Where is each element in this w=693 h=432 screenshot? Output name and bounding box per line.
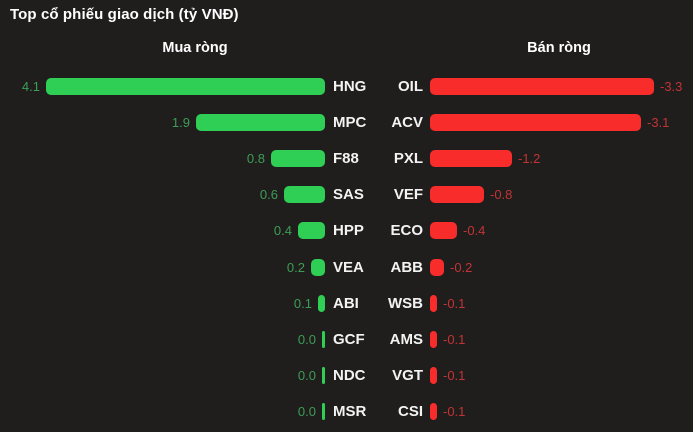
net-sell-value: -0.1 <box>443 331 466 347</box>
net-sell-value: -0.1 <box>443 404 466 420</box>
net-buy-value: 0.0 <box>297 404 316 420</box>
net-buy-cell: 0.1 <box>0 294 325 312</box>
net-sell-ticker: ABB <box>390 258 424 276</box>
net-sell-value: -3.1 <box>647 114 670 130</box>
net-buy-ticker: MSR <box>333 403 367 421</box>
net-buy-cell: 0.0 <box>0 330 325 348</box>
net-buy-cell: 0.8 <box>0 149 325 167</box>
net-sell-cell: -3.3 <box>423 77 693 95</box>
net-sell-cell: -0.2 <box>423 258 693 276</box>
net-sell-bar[interactable] <box>430 77 654 95</box>
net-sell-bar[interactable] <box>430 222 457 240</box>
net-buy-value: 0.8 <box>246 150 265 166</box>
net-buy-value: 0.0 <box>297 331 316 347</box>
net-buy-value: 0.2 <box>286 259 305 275</box>
net-buy-cell: 1.9 <box>0 113 325 131</box>
net-sell-cell: -0.1 <box>423 330 693 348</box>
net-sell-value: -1.2 <box>518 150 541 166</box>
net-buy-cell: 0.0 <box>0 403 325 421</box>
net-sell-bar[interactable] <box>430 186 484 204</box>
column-headers: Mua ròng Bán ròng <box>0 40 693 56</box>
net-buy-cell: 0.4 <box>0 222 325 240</box>
net-sell-bar[interactable] <box>430 403 437 421</box>
net-sell-ticker: AMS <box>389 330 423 348</box>
net-sell-ticker: PXL <box>393 149 423 167</box>
net-buy-ticker: F88 <box>333 149 359 167</box>
net-sell-value: -0.1 <box>443 368 466 384</box>
net-buy-ticker: HPP <box>333 222 364 240</box>
net-sell-header: Bán ròng <box>527 40 591 56</box>
net-buy-ticker: GCF <box>333 330 365 348</box>
stock-row: 0.2 VEA ABB -0.2 <box>0 249 693 285</box>
net-buy-ticker: ABI <box>333 294 359 312</box>
net-buy-value: 1.9 <box>171 114 190 130</box>
net-buy-bar[interactable] <box>318 294 325 312</box>
stock-row: 0.1 ABI WSB -0.1 <box>0 285 693 321</box>
net-sell-ticker: WSB <box>388 294 423 312</box>
net-sell-bar[interactable] <box>430 330 437 348</box>
net-buy-ticker: MPC <box>333 113 367 131</box>
net-buy-bar[interactable] <box>298 222 325 240</box>
net-buy-bar[interactable] <box>271 149 325 167</box>
net-buy-value: 0.4 <box>273 223 292 239</box>
net-sell-bar[interactable] <box>430 149 512 167</box>
net-buy-bar[interactable] <box>322 330 325 348</box>
net-buy-value: 0.6 <box>259 187 278 203</box>
net-buy-ticker: SAS <box>333 186 364 204</box>
net-sell-ticker: VEF <box>393 186 423 204</box>
net-sell-ticker: ACV <box>391 113 423 131</box>
net-sell-ticker: ECO <box>390 222 423 240</box>
net-sell-ticker: OIL <box>398 77 423 95</box>
stock-row: 0.4 HPP ECO -0.4 <box>0 213 693 249</box>
net-buy-bar[interactable] <box>322 367 325 385</box>
net-sell-value: -3.3 <box>660 78 683 94</box>
net-buy-ticker: NDC <box>333 367 366 385</box>
net-sell-ticker: CSI <box>397 403 423 421</box>
header-spacer <box>390 40 425 56</box>
stock-row: 0.0 MSR CSI -0.1 <box>0 394 693 430</box>
net-sell-ticker: VGT <box>392 367 423 385</box>
net-sell-cell: -0.1 <box>423 403 693 421</box>
net-sell-cell: -1.2 <box>423 149 693 167</box>
page-title: Top cổ phiếu giao dịch (tỷ VNĐ) <box>10 6 239 23</box>
net-sell-value: -0.2 <box>450 259 473 275</box>
stock-row: 4.1 HNG OIL -3.3 <box>0 68 693 104</box>
stock-row: 0.0 GCF AMS -0.1 <box>0 321 693 357</box>
net-sell-bar[interactable] <box>430 113 641 131</box>
net-sell-bar[interactable] <box>430 367 437 385</box>
net-buy-bar[interactable] <box>46 77 325 95</box>
net-sell-cell: -3.1 <box>423 113 693 131</box>
net-buy-ticker: HNG <box>333 77 367 95</box>
net-sell-value: -0.8 <box>490 187 513 203</box>
net-sell-bar[interactable] <box>430 294 437 312</box>
net-sell-value: -0.4 <box>463 223 486 239</box>
net-buy-value: 4.1 <box>21 78 40 94</box>
net-buy-cell: 4.1 <box>0 77 325 95</box>
net-sell-bar[interactable] <box>430 258 444 276</box>
net-sell-value: -0.1 <box>443 295 466 311</box>
net-buy-cell: 0.6 <box>0 186 325 204</box>
net-buy-bar[interactable] <box>196 113 325 131</box>
net-sell-cell: -0.8 <box>423 186 693 204</box>
net-buy-value: 0.1 <box>293 295 312 311</box>
net-buy-bar[interactable] <box>284 186 325 204</box>
net-buy-bar[interactable] <box>322 403 325 421</box>
net-sell-cell: -0.1 <box>423 294 693 312</box>
net-sell-cell: -0.1 <box>423 367 693 385</box>
chart-rows: 4.1 HNG OIL -3.3 1.9 MPC ACV -3.1 0.8 F8… <box>0 68 693 430</box>
net-buy-header: Mua ròng <box>162 40 228 56</box>
net-buy-ticker: VEA <box>333 258 364 276</box>
net-buy-cell: 0.2 <box>0 258 325 276</box>
stock-row: 1.9 MPC ACV -3.1 <box>0 104 693 140</box>
stock-row: 0.6 SAS VEF -0.8 <box>0 177 693 213</box>
stock-row: 0.0 NDC VGT -0.1 <box>0 358 693 394</box>
net-buy-bar[interactable] <box>311 258 325 276</box>
net-buy-value: 0.0 <box>297 368 316 384</box>
stock-row: 0.8 F88 PXL -1.2 <box>0 140 693 176</box>
net-buy-cell: 0.0 <box>0 367 325 385</box>
net-sell-cell: -0.4 <box>423 222 693 240</box>
